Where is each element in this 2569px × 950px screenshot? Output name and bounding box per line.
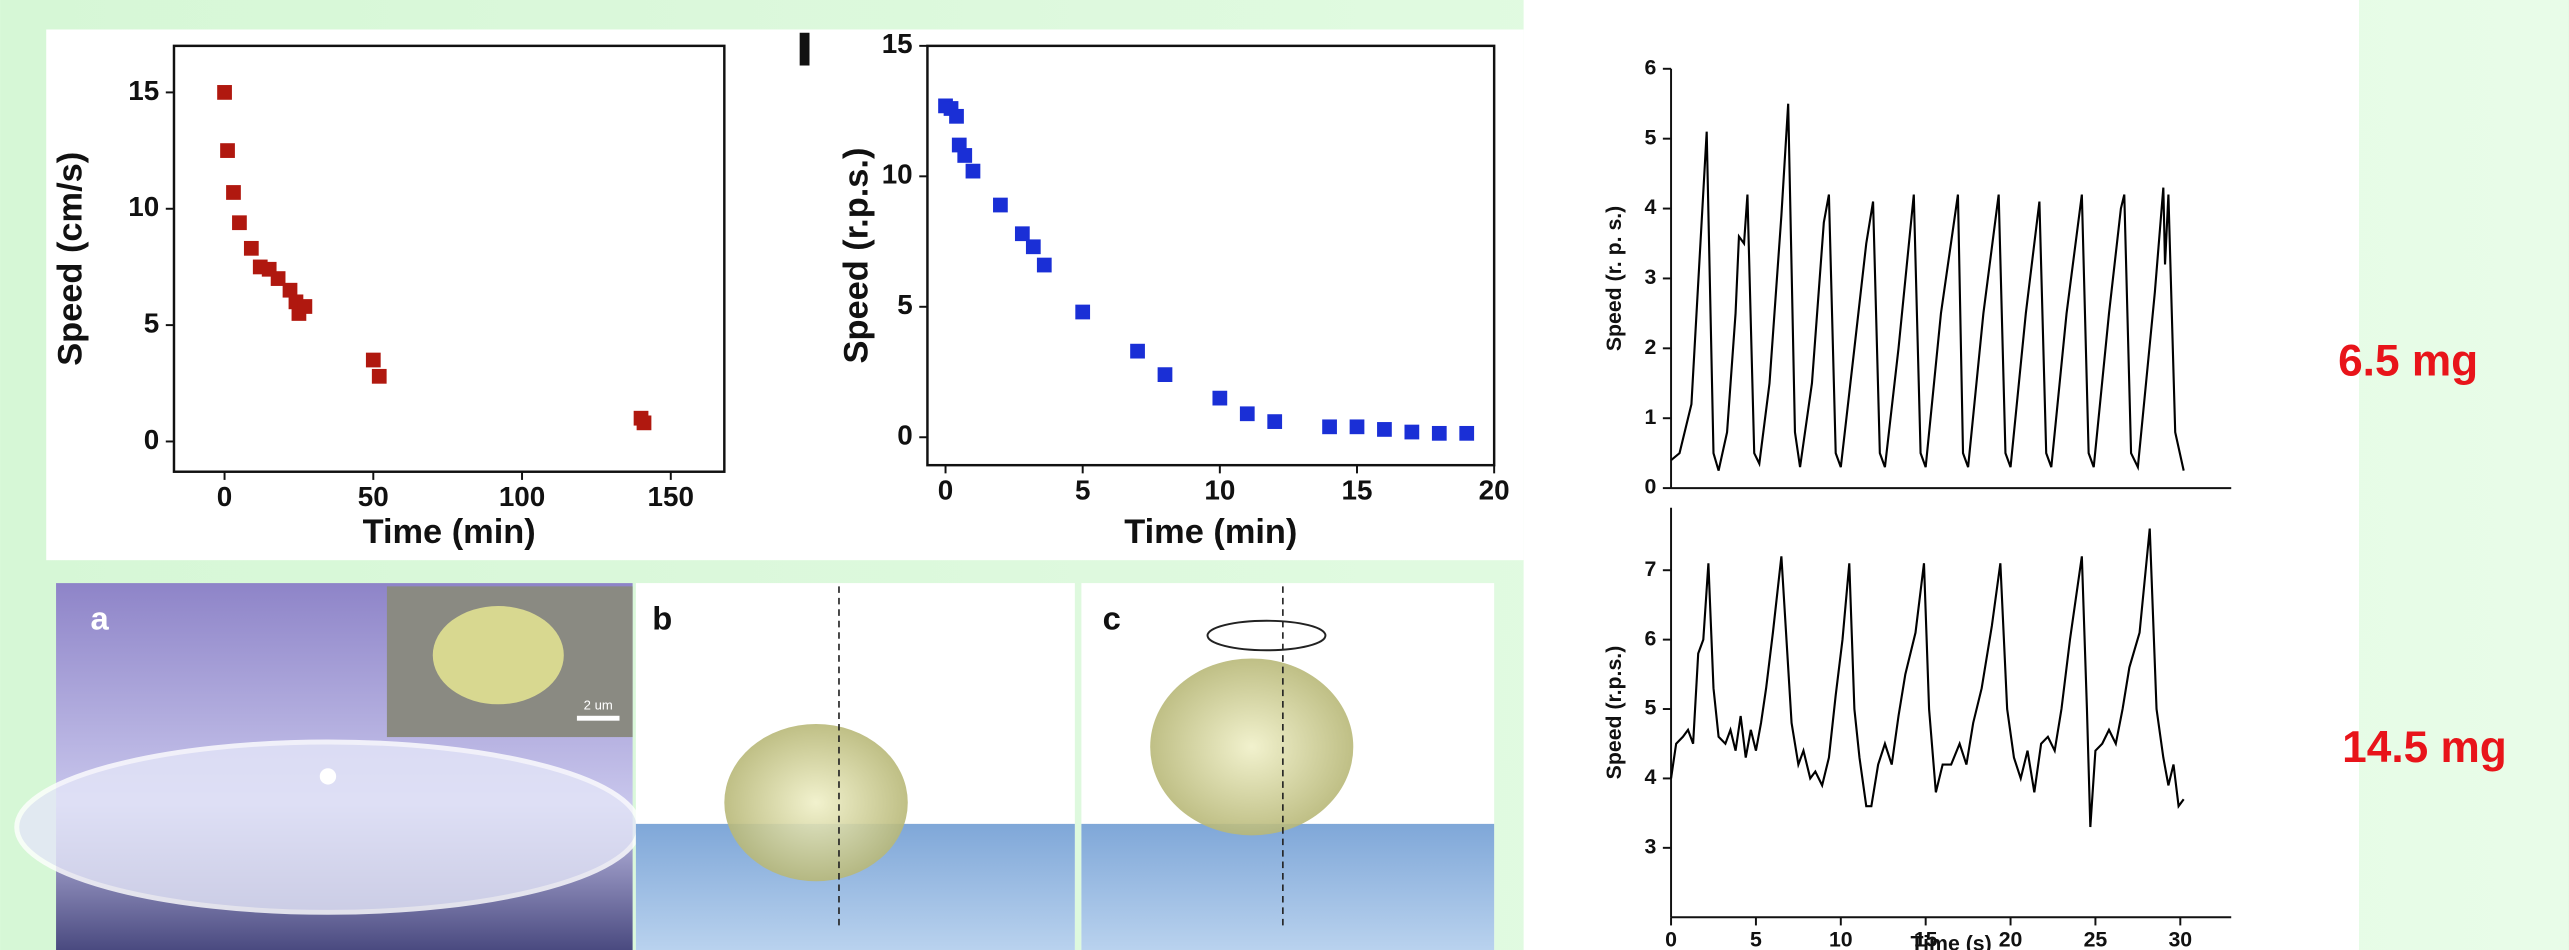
y-tick-label: 2 (1644, 335, 1656, 359)
x-tick-label: 50 (358, 481, 389, 512)
point (1349, 419, 1365, 435)
annotation: 14.5 mg (2342, 723, 2507, 772)
panel-label: a (90, 599, 109, 636)
point (243, 240, 259, 256)
panel-top-left (46, 29, 1524, 561)
y-tick-label: 6 (1644, 55, 1656, 79)
x-tick-label: 10 (1829, 928, 1853, 950)
y-tick-label: 1 (1644, 405, 1656, 429)
point (1459, 425, 1475, 441)
point (1377, 422, 1392, 437)
y-tick-label: 3 (1644, 265, 1656, 289)
x-tick-label: 25 (2084, 928, 2108, 950)
x-tick-label: 20 (1479, 475, 1510, 506)
y-tick-label: 0 (1644, 475, 1656, 499)
y-axis-label: Speed (r.p.s.) (838, 148, 876, 364)
line (1670, 103, 2185, 471)
y-axis-label: Speed (r.p.s.) (1602, 646, 1626, 780)
point (1404, 424, 1420, 440)
y-tick-label: 4 (1644, 195, 1656, 219)
point (1025, 239, 1041, 255)
point (1157, 367, 1173, 383)
y-tick-label: 7 (1644, 557, 1656, 581)
scale-label: 2 um (584, 697, 613, 712)
y-tick-label: 15 (128, 75, 159, 106)
point (220, 143, 235, 158)
particle-b (724, 723, 908, 882)
y-tick-label: 5 (897, 289, 912, 320)
inset-particle (432, 606, 564, 705)
scale-bar (576, 715, 620, 721)
x-tick-label: 15 (1342, 475, 1373, 506)
plot-frame (926, 44, 1496, 467)
y-tick-label: 5 (144, 307, 159, 338)
y-tick-label: 10 (882, 159, 913, 190)
point (965, 163, 981, 179)
point (270, 271, 286, 286)
y-tick-label: 0 (144, 424, 159, 455)
point (957, 148, 973, 163)
plot-frame (172, 44, 726, 473)
point (371, 368, 387, 384)
point (949, 108, 964, 124)
x-tick-label: 100 (499, 481, 545, 512)
point (365, 352, 381, 368)
point (636, 415, 652, 431)
point (1212, 390, 1228, 406)
x-tick-label: 0 (938, 475, 953, 506)
point (993, 197, 1008, 213)
y-tick-label: 5 (1644, 125, 1656, 149)
x-tick-label: 10 (1204, 475, 1235, 506)
point (1322, 419, 1337, 435)
point (1239, 406, 1255, 422)
point (1014, 226, 1030, 242)
x-tick-label: 5 (1075, 475, 1090, 506)
point (217, 85, 232, 100)
y-axis-label: Speed (r. p. s.) (1602, 206, 1626, 351)
annotation: 6.5 mg (2338, 336, 2478, 385)
point (1075, 304, 1091, 320)
x-tick-label: 30 (2168, 928, 2192, 950)
point (1036, 257, 1052, 273)
point (1267, 414, 1283, 429)
y-tick-label: 6 (1644, 626, 1656, 650)
x-axis-label: Time (min) (1124, 513, 1297, 551)
point (297, 299, 313, 314)
rotation-arrow (1206, 619, 1327, 652)
point (1431, 425, 1447, 441)
panel-right (1523, 0, 2359, 950)
dish (14, 739, 642, 915)
particle (319, 768, 337, 785)
x-tick-label: 0 (1665, 928, 1677, 950)
x-tick-label: 15 (1914, 928, 1938, 950)
x-tick-label: 0 (217, 481, 232, 512)
y-tick-label: 5 (1644, 696, 1656, 720)
y-axis-label: Speed (cm/s) (52, 152, 90, 366)
particle-c (1150, 658, 1354, 836)
y-tick-label: 10 (128, 191, 159, 222)
panel-label: c (1103, 599, 1121, 636)
x-tick-label: 5 (1750, 928, 1762, 950)
point (226, 185, 241, 200)
x-axis-label: Time (s) (1911, 932, 1992, 950)
point (282, 282, 298, 298)
x-axis-label: Time (min) (363, 513, 536, 551)
photo-panels: 2 um a b c (14, 583, 1495, 950)
y-tick-label: 15 (882, 28, 913, 59)
y-tick-label: 4 (1644, 765, 1656, 789)
x-tick-label: 150 (648, 481, 694, 512)
water-c (1081, 823, 1495, 950)
point (232, 215, 247, 231)
cropped-glyph (799, 32, 810, 66)
point (1130, 343, 1145, 359)
panel-label: b (652, 599, 672, 636)
y-tick-label: 0 (897, 420, 912, 451)
line (1669, 528, 2185, 828)
x-tick-label: 20 (1999, 928, 2023, 950)
y-tick-label: 3 (1644, 834, 1656, 858)
